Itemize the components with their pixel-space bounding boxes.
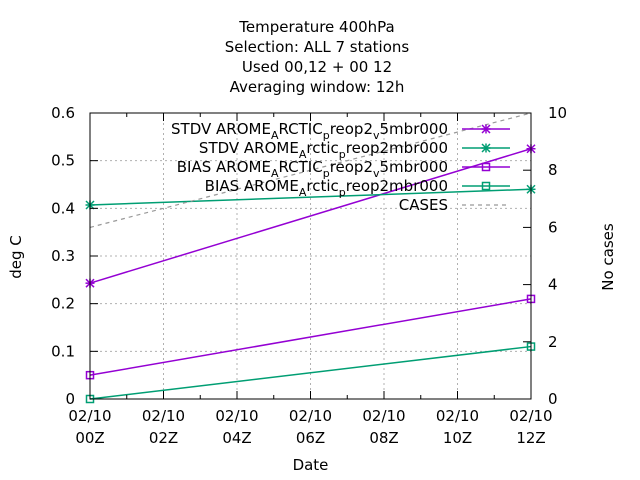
title-line-4: Averaging window: 12h [230,78,405,96]
x-tick-label-hour: 00Z [75,429,104,447]
title-line-1: Temperature 400hPa [238,18,395,36]
legend-label-3: BIAS AROMEARCTICpreop2v5mbr000 [177,158,448,180]
x-tick-label-date: 02/10 [289,407,332,425]
y2-tick-label: 10 [548,104,567,122]
x-tick-label-date: 02/10 [509,407,552,425]
y-tick-label: 0.3 [51,247,75,265]
grid [90,113,531,399]
y-tick-label: 0.2 [51,295,75,313]
legend-marker-2 [481,143,491,153]
legend-marker-1 [481,124,491,134]
title-line-3: Used 00,12 + 00 12 [242,58,392,76]
series-line-4 [89,345,532,400]
y-tick-label: 0.5 [51,152,75,170]
y2-tick-label: 2 [548,333,558,351]
y-tick-label: 0 [65,390,75,408]
x-tick-label-date: 02/10 [436,407,479,425]
x-tick-label-hour: 04Z [222,429,251,447]
legend-label-4: BIAS AROMEArcticpreop2mbr000 [205,177,448,199]
y2-tick-label: 8 [548,161,558,179]
y2-axis-label: No cases [599,223,617,291]
x-tick-label-hour: 06Z [296,429,325,447]
y-tick-label: 0.1 [51,342,75,360]
x-tick-label-hour: 02Z [149,429,178,447]
y-axis-label: deg C [7,235,25,279]
x-tick-label-date: 02/10 [142,407,185,425]
series-line-3 [89,298,532,376]
y2-tick-label: 6 [548,218,558,236]
y2-tick-label: 4 [548,276,558,294]
x-tick-label-date: 02/10 [215,407,258,425]
x-tick-label-hour: 10Z [443,429,472,447]
legend-marker-3 [481,162,491,172]
x-tick-label-hour: 08Z [369,429,398,447]
x-tick-label-date: 02/10 [68,407,111,425]
y-tick-label: 0.4 [51,199,75,217]
y-tick-label: 0.6 [51,104,75,122]
series-line-5 [89,112,532,228]
legend-marker-4 [481,181,491,191]
series-line-1 [89,148,532,284]
legend-label-1: STDV AROMEARCTICpreop2v5mbr000 [171,120,448,142]
series-line-2 [89,188,532,206]
y2-tick-label: 0 [548,390,558,408]
legend-label-2: STDV AROMEArcticpreop2mbr000 [199,139,448,161]
axes: 0 0.1 0.2 0.3 0.4 0.5 0.6 0 2 4 6 8 10 02/10 00Z 02/10 0… [51,104,567,447]
legend-label-5: CASES [399,196,448,214]
chart-title: Temperature 400hPa Selection: ALL 7 stati… [225,18,410,96]
title-line-2: Selection: ALL 7 stations [225,38,410,56]
x-tick-label-date: 02/10 [362,407,405,425]
x-axis-label: Date [293,456,329,474]
x-tick-label-hour: 12Z [516,429,545,447]
